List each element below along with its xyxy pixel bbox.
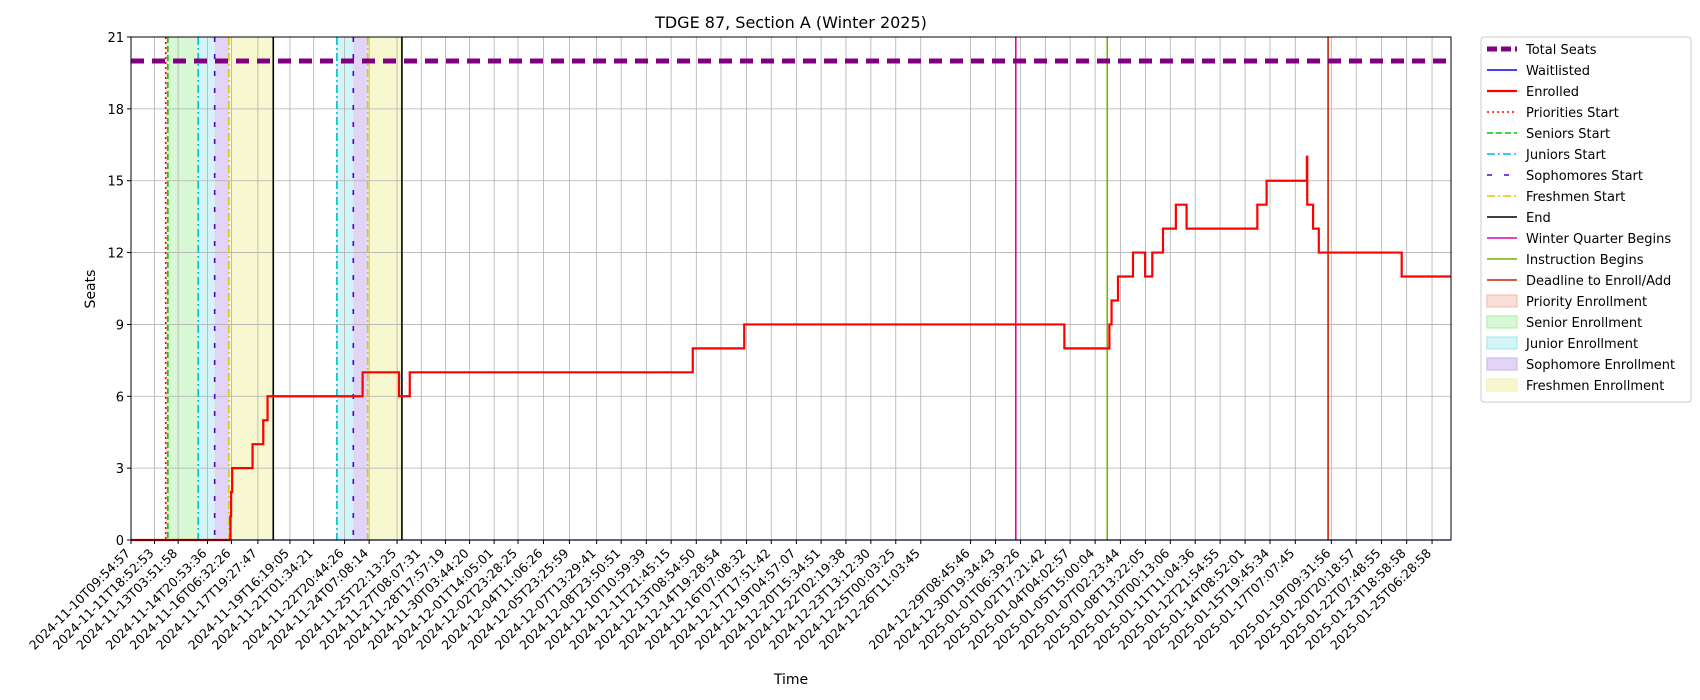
vertical-markers <box>164 37 1329 540</box>
shaded-region <box>336 37 354 540</box>
y-tick-label: 9 <box>116 318 124 333</box>
shaded-region <box>167 37 199 540</box>
legend-swatch <box>1486 357 1518 371</box>
legend-label: Sophomore Enrollment <box>1526 358 1675 373</box>
legend-label: Priority Enrollment <box>1526 295 1647 310</box>
legend-label: Freshmen Enrollment <box>1526 379 1664 394</box>
x-axis-label: Time <box>773 672 808 688</box>
legend-label: Winter Quarter Begins <box>1526 232 1671 247</box>
legend-label: Instruction Begins <box>1526 253 1644 268</box>
legend-label: Waitlisted <box>1526 64 1590 79</box>
y-tick-label: 18 <box>107 103 124 118</box>
shaded-region <box>198 37 215 540</box>
y-axis: 0 3 6 9 12 15 18 21 <box>107 31 131 549</box>
y-tick-label: 15 <box>107 175 124 190</box>
y-tick-label: 12 <box>107 247 124 262</box>
legend-swatch <box>1486 378 1518 392</box>
legend-label: Enrolled <box>1526 85 1579 100</box>
y-axis-label: Seats <box>83 270 99 309</box>
y-tick-label: 21 <box>107 31 124 46</box>
legend-frame <box>1480 36 1692 403</box>
shaded-regions <box>165 37 402 540</box>
y-tick-label: 3 <box>116 462 124 477</box>
y-tick-label: 0 <box>116 534 124 549</box>
legend-label: Priorities Start <box>1526 106 1619 121</box>
legend-label: Deadline to Enroll/Add <box>1526 274 1671 289</box>
legend-swatch <box>1486 294 1518 308</box>
shaded-region <box>367 37 402 540</box>
plot-frame <box>130 36 1452 541</box>
shaded-region <box>214 37 229 540</box>
y-tick-label: 6 <box>116 390 124 405</box>
shaded-region <box>165 37 168 540</box>
legend-label: Junior Enrollment <box>1525 337 1638 352</box>
shaded-region <box>353 37 368 540</box>
legend-swatch <box>1486 336 1518 350</box>
legend-label: Senior Enrollment <box>1526 316 1642 331</box>
legend-label: Total Seats <box>1525 43 1597 58</box>
shaded-region <box>228 37 274 540</box>
legend-label: Sophomores Start <box>1526 169 1643 184</box>
series-line <box>131 155 1451 542</box>
legend-label: Seniors Start <box>1526 127 1610 142</box>
legend: Total Seats Waitlisted Enrolled Priorities … <box>1480 36 1692 403</box>
legend-swatch <box>1486 315 1518 329</box>
chart-title: TDGE 87, Section A (Winter 2025) <box>654 13 927 32</box>
legend-label: Freshmen Start <box>1526 190 1625 205</box>
legend-label: End <box>1526 211 1551 226</box>
legend-label: Juniors Start <box>1525 148 1606 163</box>
